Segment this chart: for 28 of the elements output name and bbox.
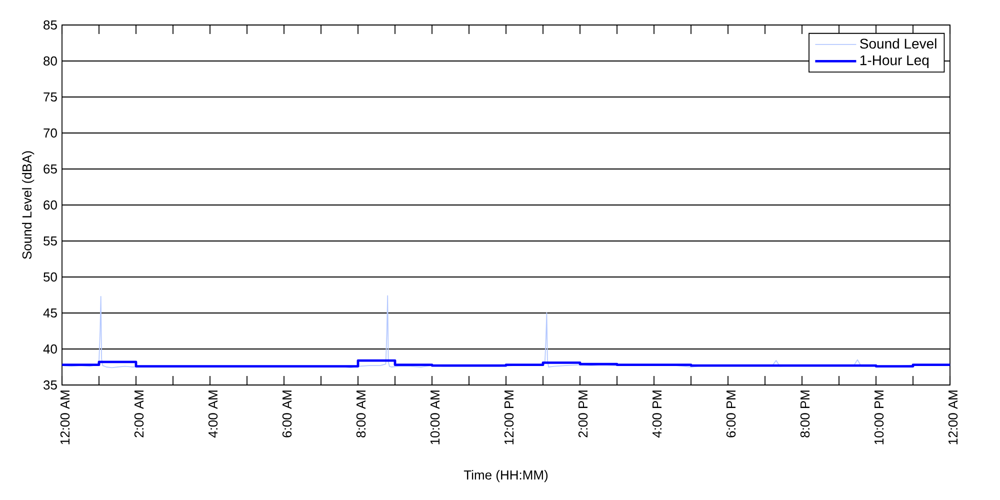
y-axis-title: Sound Level (dBA): [22, 151, 34, 259]
x-tick-label: 8:00 PM: [800, 390, 810, 438]
y-tick-label: 45: [43, 308, 57, 318]
y-tick-label: 65: [44, 164, 57, 174]
x-tick-label: 12:00 AM: [948, 390, 958, 444]
x-tick-label: 12:00 PM: [504, 390, 514, 444]
y-tick-label: 80: [44, 56, 57, 66]
x-tick-label: 2:00 AM: [134, 390, 144, 438]
y-tick-label: 85: [44, 20, 57, 30]
x-tick-label: 4:00 PM: [652, 390, 662, 438]
y-tick-label: 35: [44, 380, 57, 390]
y-tick-label: 40: [43, 344, 57, 354]
x-tick-label: 4:00 AM: [208, 390, 218, 438]
legend-label: Sound Level: [860, 38, 936, 49]
y-tick-label: 55: [44, 236, 57, 246]
y-tick-label: 60: [44, 200, 57, 210]
x-axis-title: Time (HH:MM): [464, 470, 548, 482]
x-tick-label: 6:00 AM: [282, 390, 292, 438]
x-tick-label: 12:00 AM: [60, 390, 70, 444]
y-tick-label: 70: [44, 128, 57, 138]
x-tick-label: 6:00 PM: [726, 390, 736, 438]
y-tick-label: 75: [44, 92, 57, 102]
x-tick-label: 2:00 PM: [578, 390, 588, 438]
legend-label: 1-Hour Leq: [860, 55, 929, 68]
y-tick-label: 50: [44, 272, 57, 282]
x-tick-label: 10:00 PM: [874, 390, 884, 444]
x-tick-label: 8:00 AM: [356, 390, 366, 438]
x-tick-label: 10:00 AM: [430, 390, 440, 444]
